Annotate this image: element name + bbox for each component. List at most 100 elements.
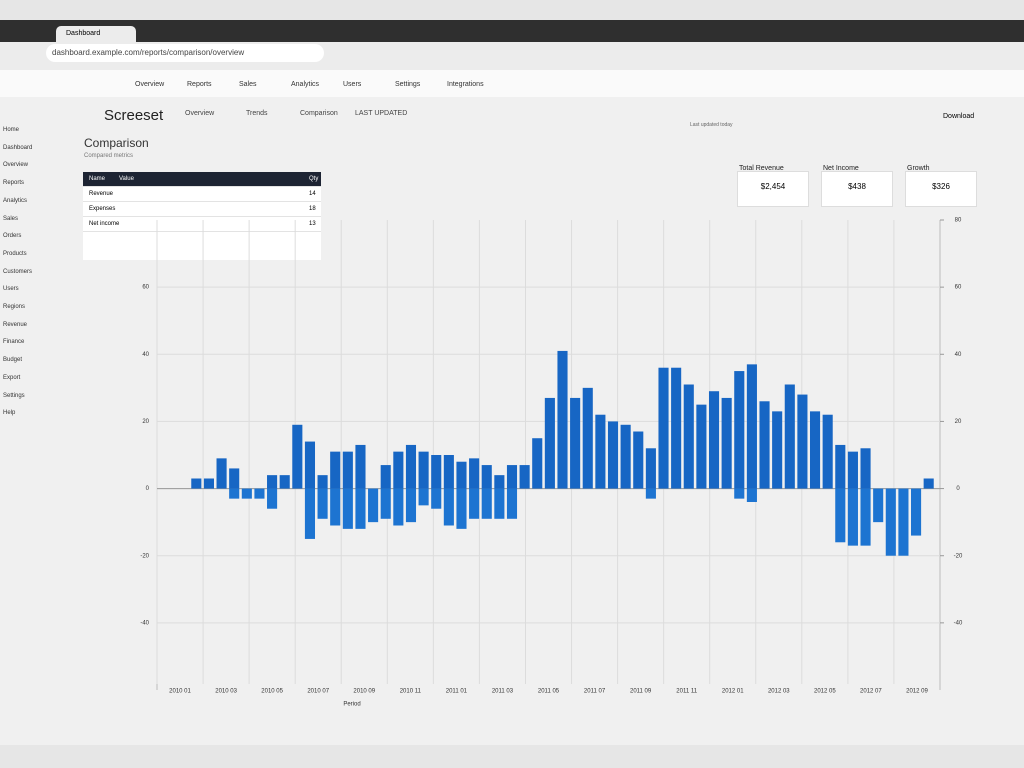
bar [317,475,328,489]
bar [847,488,858,546]
tab[interactable]: Comparison [300,110,338,117]
sidebar-item[interactable]: Revenue [3,321,28,328]
stat-label: Net Income [823,165,859,172]
nav-item[interactable]: Analytics [291,81,320,88]
bar [431,488,442,509]
bar [443,488,454,526]
x-tick-label: 2011 05 [538,689,560,695]
y2-tick-label: 60 [955,285,962,291]
sidebar-item[interactable]: Budget [3,357,23,364]
bar [873,488,884,523]
browser-bar [0,20,1024,42]
bar [645,448,656,489]
x-tick-label: 2012 03 [768,689,790,695]
tab[interactable]: Overview [185,110,215,117]
bar [393,488,404,526]
nav-bar: Overview Reports Sales Analytics Users Settin… [0,70,1024,98]
browser-tab[interactable]: Dashboard [56,26,136,42]
table-cell: Revenue [89,191,114,197]
nav-item[interactable]: Settings [395,81,421,88]
table-header-cell: Value [119,176,134,182]
y-tick-label: -20 [140,553,149,559]
stat-value: $438 [821,171,893,207]
table-header: Name Value Qty [83,172,321,187]
tab[interactable]: Trends [246,110,268,117]
sidebar-item[interactable]: Sales [3,215,19,222]
sidebar-item[interactable]: Help [3,410,16,417]
x-axis-title: Period [343,702,360,708]
bar [443,455,454,489]
nav-item[interactable]: Users [343,81,362,88]
table-cell: Net income [89,221,120,227]
page-subtitle: Compared metrics [84,153,134,159]
bar [380,465,391,489]
nav-item[interactable]: Overview [135,81,165,88]
sidebar-item[interactable]: Analytics [3,197,28,204]
table-row[interactable]: Revenue 14 [83,187,321,202]
x-tick-label: 2010 05 [261,689,283,695]
table-row[interactable]: Expenses 18 [83,202,321,217]
x-tick-label: 2010 03 [215,689,237,695]
bar [570,397,581,489]
table-row[interactable]: Net income 13 [83,217,321,232]
x-tick-label: 2011 11 [676,689,697,695]
bar [746,488,757,502]
bar [860,488,871,546]
bar [519,465,530,489]
update-link[interactable]: Last updated today [690,122,733,128]
page-title: Comparison [84,136,149,150]
sidebar-item[interactable]: Orders [3,233,22,240]
bar [759,401,770,489]
x-tick-label: 2012 07 [860,689,882,695]
bar [708,391,720,489]
sidebar-item[interactable]: Dashboard [3,144,33,151]
bar [267,488,278,509]
x-tick-label: 2011 01 [446,689,468,695]
bar [557,350,568,489]
bar [355,444,366,489]
y-tick-label: 60 [142,285,149,291]
x-tick-label: 2010 01 [169,689,191,695]
bar [696,404,707,489]
sidebar-item[interactable]: Products [3,250,27,257]
bar [835,488,846,543]
y2-tick-label: -40 [954,620,963,626]
tab[interactable]: LAST UPDATED [355,110,408,117]
url-bar[interactable]: dashboard.example.com/reports/comparison… [46,44,324,62]
bar [241,488,252,499]
bar [191,478,202,489]
bar [216,458,227,489]
bar [380,488,391,519]
download-button[interactable]: Download [943,113,975,120]
sidebar-item[interactable]: Home [3,127,20,133]
table-header-cell: Qty [309,176,319,182]
sidebar-item[interactable]: Export [3,374,21,381]
sidebar-item[interactable]: Customers [3,268,33,275]
x-tick-label: 2010 07 [307,689,329,695]
nav-item[interactable]: Reports [187,81,212,88]
bar [254,488,265,499]
x-tick-label: 2011 09 [630,689,652,695]
stat-label: Total Revenue [739,165,784,172]
stat-value: $326 [905,171,977,207]
sidebar-item[interactable]: Users [3,286,19,293]
bar [229,468,240,489]
nav-item[interactable]: Sales [239,81,257,88]
bar [506,465,518,489]
sidebar-item[interactable]: Overview [3,162,29,169]
sidebar-item[interactable]: Regions [3,304,26,310]
stat-value: $2,454 [737,171,809,207]
sidebar-item[interactable]: Settings [3,392,25,399]
bar [469,488,480,519]
bar [506,488,518,519]
logo[interactable]: Screeset [104,107,164,124]
sidebar-item[interactable]: Finance [3,339,25,346]
bar [330,451,341,489]
sidebar-item[interactable]: Reports [3,180,25,187]
bar [683,384,694,489]
bar [860,448,871,489]
bar [330,488,341,526]
nav-item[interactable]: Integrations [447,81,484,88]
table-header-cell: Name [89,176,106,182]
bar [279,475,290,489]
